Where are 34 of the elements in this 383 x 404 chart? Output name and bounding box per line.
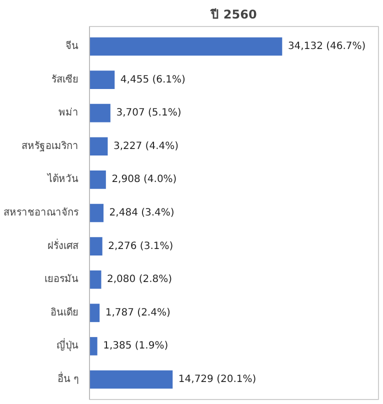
y-tick-label: พม่า — [58, 108, 78, 119]
bar — [90, 170, 106, 189]
y-tick-label: อินเดีย — [50, 306, 78, 318]
bar — [90, 337, 98, 356]
bar — [90, 304, 100, 322]
data-label: 2,908 (4.0%) — [112, 174, 177, 186]
data-label: 2,484 (3.4%) — [109, 208, 174, 218]
bar — [90, 237, 102, 256]
data-label: 4,455 (6.1%) — [120, 74, 186, 86]
y-tick-label: สหราชอาณาจักร — [4, 208, 80, 218]
bar — [90, 137, 108, 156]
bar — [90, 70, 115, 89]
bar — [90, 204, 104, 222]
bar — [90, 104, 110, 122]
y-tick-label: เยอรมัน — [44, 274, 78, 286]
bar — [90, 270, 102, 289]
y-tick-label: ญี่ปุ่น — [56, 338, 78, 352]
y-tick-label: สหรัฐอเมริกา — [22, 140, 78, 152]
y-tick-label: จีน — [66, 40, 78, 52]
y-tick-label: ฝรั่งเศส — [48, 238, 78, 252]
y-tick-label: อื่น ๆ — [57, 371, 79, 386]
data-label: 3,707 (5.1%) — [116, 108, 182, 119]
data-label: 34,132 (46.7%) — [288, 40, 366, 52]
data-label: 1,787 (2.4%) — [105, 307, 170, 318]
data-label: 14,729 (20.1%) — [178, 374, 256, 386]
data-label: 1,385 (1.9%) — [103, 340, 168, 352]
data-label: 3,227 (4.4%) — [113, 140, 179, 152]
bar — [90, 37, 282, 56]
bar — [90, 370, 173, 389]
data-label: 2,080 (2.8%) — [107, 274, 172, 286]
y-tick-label: ไต้หวัน — [46, 173, 78, 186]
data-label: 2,276 (3.1%) — [108, 240, 174, 252]
y-tick-label: รัสเซีย — [52, 73, 78, 86]
chart-title: ปี 2560 — [210, 8, 257, 22]
